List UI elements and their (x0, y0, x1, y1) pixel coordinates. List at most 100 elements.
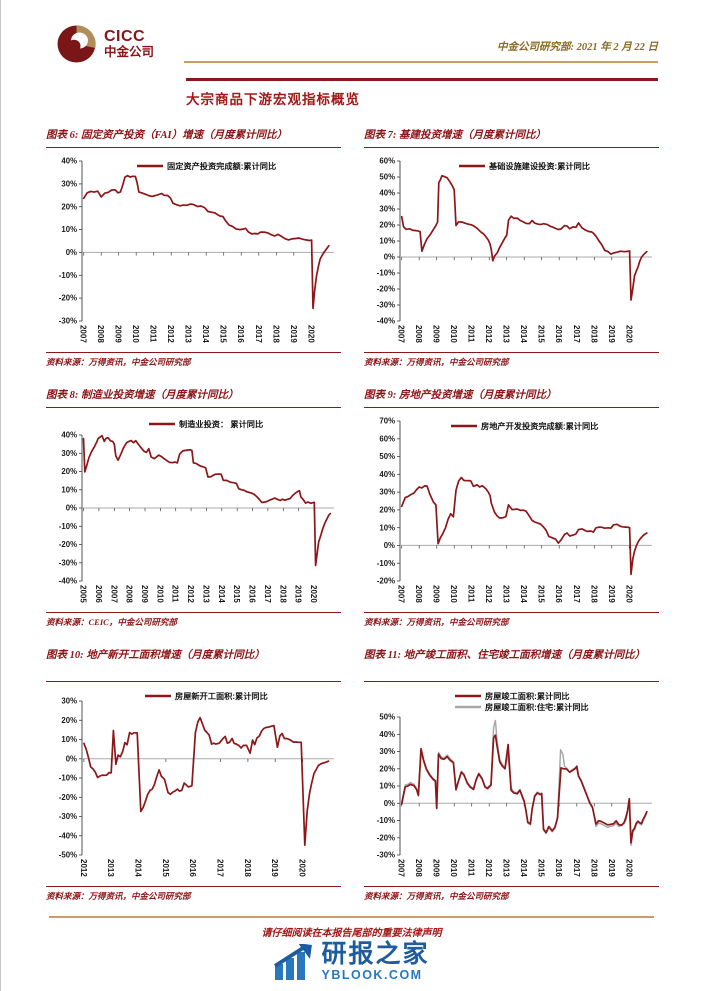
svg-text:房屋新开工面积:累计同比: 房屋新开工面积:累计同比 (175, 691, 268, 701)
brand-cicc: CICC (104, 27, 146, 45)
svg-text:20%: 20% (61, 467, 77, 476)
svg-text:2015: 2015 (161, 859, 170, 877)
svg-text:-10%: -10% (59, 774, 77, 783)
svg-text:-30%: -30% (377, 851, 395, 860)
svg-text:2018: 2018 (243, 859, 252, 877)
svg-text:30%: 30% (379, 205, 395, 214)
svg-text:-10%: -10% (59, 271, 77, 280)
svg-text:2017: 2017 (572, 859, 581, 877)
chart-svg: 70% 60% 50% 40% 30% 20% 10% 0% -10% -20%2007 2008 2… (377, 417, 652, 604)
page-title: 大宗商品下游宏观指标概览 (186, 92, 360, 107)
brand-text: CICC 中金公司 (104, 27, 154, 60)
svg-text:2014: 2014 (217, 585, 226, 603)
watermark: 研报之家 YBLOOK.COM (1, 942, 702, 982)
svg-text:2010: 2010 (155, 585, 164, 603)
svg-text:2009: 2009 (432, 859, 441, 877)
svg-text:2020: 2020 (624, 325, 633, 343)
svg-text:2012: 2012 (186, 585, 195, 603)
svg-text:2011: 2011 (467, 585, 476, 603)
footer-divider (49, 916, 654, 918)
figure-7-chart: 60% 50% 40% 30% 20% 10% 0% -10% -20% -30% -40% 2007… (364, 153, 659, 351)
svg-text:30%: 30% (61, 449, 77, 458)
svg-text:-20%: -20% (377, 577, 395, 586)
svg-text:10%: 10% (379, 524, 395, 533)
svg-text:2020: 2020 (306, 325, 315, 343)
svg-text:-20%: -20% (377, 834, 395, 843)
svg-text:20%: 20% (61, 716, 77, 725)
svg-text:2010: 2010 (449, 585, 458, 603)
svg-text:2017: 2017 (263, 585, 272, 603)
figure-8-chart: 40% 30% 20% 10% 0% -10% -20% -30% -40% 2005 2006 20… (46, 413, 341, 611)
svg-text:2012: 2012 (166, 325, 175, 343)
svg-text:2015: 2015 (219, 325, 228, 343)
figure-11-source: 资料来源：万得资讯，中金公司研究部 (364, 886, 659, 902)
svg-text:2018: 2018 (589, 585, 598, 603)
svg-text:2008: 2008 (414, 859, 423, 877)
figure-9: 图表 9: 房地产投资增速（月度累计同比） 70% 60% 50% 40% 30% 20%… (364, 389, 659, 628)
figure-10: 图表 10: 地产新开工面积增速（月度累计同比） 30% 20% 10% 0% -10%… (46, 649, 341, 902)
svg-text:2013: 2013 (184, 325, 193, 343)
figure-6-title: 图表 6: 固定资产投资（FAI）增速（月度累计同比） (46, 129, 341, 149)
svg-text:0%: 0% (66, 248, 77, 257)
svg-text:2011: 2011 (467, 325, 476, 343)
svg-text:-30%: -30% (59, 317, 77, 326)
svg-text:40%: 40% (61, 431, 77, 440)
chart-svg: 30% 20% 10% 0% -10% -20% -30% -40% -50%2012 2013 2… (59, 691, 334, 878)
svg-text:60%: 60% (379, 157, 395, 166)
svg-text:2019: 2019 (289, 325, 298, 343)
svg-text:2007: 2007 (397, 859, 406, 877)
figure-7-source: 资料来源：万得资讯，中金公司研究部 (364, 352, 659, 368)
svg-text:2020: 2020 (309, 585, 318, 603)
header-right: 中金公司研究部: 2021 年 2 月 22 日 (184, 25, 658, 63)
svg-text:-40%: -40% (59, 577, 77, 586)
svg-text:2015: 2015 (537, 859, 546, 877)
svg-text:2013: 2013 (502, 585, 511, 603)
svg-text:2011: 2011 (467, 859, 476, 877)
svg-text:2014: 2014 (519, 325, 528, 343)
figure-10-source: 资料来源：万得资讯，中金公司研究部 (46, 886, 341, 902)
svg-text:-10%: -10% (377, 559, 395, 568)
cicc-logo-icon (57, 25, 96, 63)
chart-svg: 60% 50% 40% 30% 20% 10% 0% -10% -20% -30% -40%2007… (377, 157, 652, 344)
svg-text:2011: 2011 (149, 325, 158, 343)
svg-text:2006: 2006 (94, 585, 103, 603)
svg-text:2020: 2020 (624, 859, 633, 877)
figure-9-chart: 70% 60% 50% 40% 30% 20% 10% 0% -10% -20% 2007 2008 2… (364, 413, 659, 611)
figure-11: 图表 11: 地产竣工面积、住宅竣工面积增速（月度累计同比） 50% 40% 30%… (364, 649, 659, 902)
svg-text:2008: 2008 (414, 325, 423, 343)
svg-text:-10%: -10% (377, 816, 395, 825)
svg-text:2013: 2013 (106, 859, 115, 877)
svg-text:2007: 2007 (397, 325, 406, 343)
svg-text:-30%: -30% (59, 812, 77, 821)
svg-text:2015: 2015 (232, 585, 241, 603)
svg-text:2010: 2010 (449, 859, 458, 877)
svg-text:20%: 20% (61, 202, 77, 211)
svg-text:-30%: -30% (377, 301, 395, 310)
svg-text:-10%: -10% (59, 522, 77, 531)
figure-8-title: 图表 8: 制造业投资增速（月度累计同比） (46, 389, 341, 409)
svg-text:10%: 10% (61, 225, 77, 234)
svg-text:2017: 2017 (254, 325, 263, 343)
svg-text:2012: 2012 (484, 859, 493, 877)
figure-10-chart: 30% 20% 10% 0% -10% -20% -30% -40% -50% 2012 2013 2… (46, 687, 341, 885)
svg-text:2005: 2005 (79, 585, 88, 603)
footer: 请仔细阅读在本报告尾部的重要法律声明 研报之家 YBLOOK.COM (1, 916, 702, 982)
svg-text:50%: 50% (379, 453, 395, 462)
svg-text:2016: 2016 (248, 585, 257, 603)
svg-text:30%: 30% (379, 488, 395, 497)
svg-text:-20%: -20% (59, 540, 77, 549)
svg-text:2019: 2019 (607, 325, 616, 343)
svg-text:固定资产投资完成额:累计同比: 固定资产投资完成额:累计同比 (167, 161, 276, 171)
svg-text:20%: 20% (379, 765, 395, 774)
svg-text:2018: 2018 (278, 585, 287, 603)
svg-text:2013: 2013 (502, 325, 511, 343)
svg-text:40%: 40% (379, 189, 395, 198)
svg-text:2016: 2016 (188, 859, 197, 877)
svg-text:2012: 2012 (484, 585, 493, 603)
watermark-chart-icon (274, 943, 313, 980)
header: CICC 中金公司 中金公司研究部: 2021 年 2 月 22 日 (1, 0, 702, 63)
svg-text:2007: 2007 (397, 585, 406, 603)
svg-text:-20%: -20% (59, 294, 77, 303)
watermark-text: 研报之家 YBLOOK.COM (321, 942, 429, 982)
figure-6-source: 资料来源：万得资讯，中金公司研究部 (46, 352, 341, 368)
